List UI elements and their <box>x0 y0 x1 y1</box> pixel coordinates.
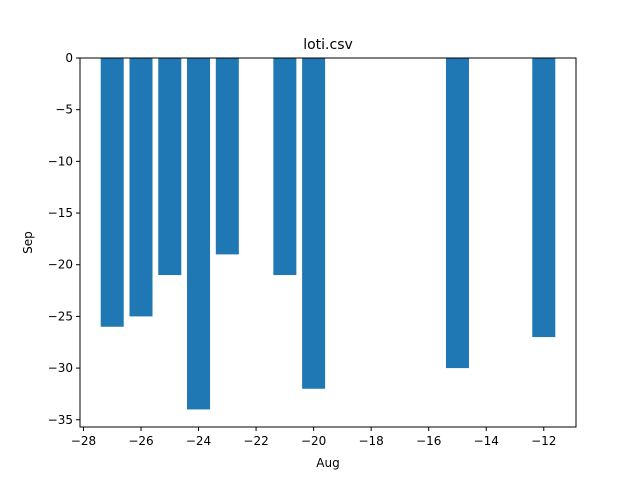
x-tick-label: −12 <box>531 434 556 448</box>
x-tick-label: −28 <box>71 434 96 448</box>
y-tick-label: −20 <box>48 258 73 272</box>
bar <box>532 58 556 338</box>
x-tick-label: −22 <box>243 434 268 448</box>
bar <box>129 58 153 317</box>
x-axis-ticks: −28 −26 −24 −22 −20 −18 −16 −14 −12 <box>71 427 556 448</box>
x-tick-label: −26 <box>128 434 153 448</box>
y-tick-label: −15 <box>48 206 73 220</box>
bar <box>302 58 326 389</box>
y-tick-label: −35 <box>48 413 73 427</box>
bar <box>445 58 469 369</box>
bar <box>215 58 239 255</box>
y-tick-label: −30 <box>48 361 73 375</box>
x-tick-label: −14 <box>474 434 499 448</box>
bar <box>187 58 211 410</box>
bar <box>100 58 124 327</box>
x-tick-label: −18 <box>358 434 383 448</box>
bars-group <box>100 58 556 410</box>
x-tick-label: −20 <box>301 434 326 448</box>
bar <box>158 58 182 276</box>
x-tick-label: −24 <box>186 434 211 448</box>
y-tick-label: −5 <box>55 103 73 117</box>
x-tick-label: −16 <box>416 434 441 448</box>
plot-frame <box>79 57 577 428</box>
y-tick-label: −25 <box>48 309 73 323</box>
y-axis-ticks: 0 −5 −10 −15 −20 −25 −30 −35 <box>48 51 80 427</box>
bar <box>273 58 297 276</box>
y-tick-label: −10 <box>48 154 73 168</box>
x-axis-label: Aug <box>316 456 339 470</box>
chart-title: loti.csv <box>303 37 353 53</box>
y-axis-label: Sep <box>21 231 35 254</box>
y-tick-label: 0 <box>65 51 73 65</box>
